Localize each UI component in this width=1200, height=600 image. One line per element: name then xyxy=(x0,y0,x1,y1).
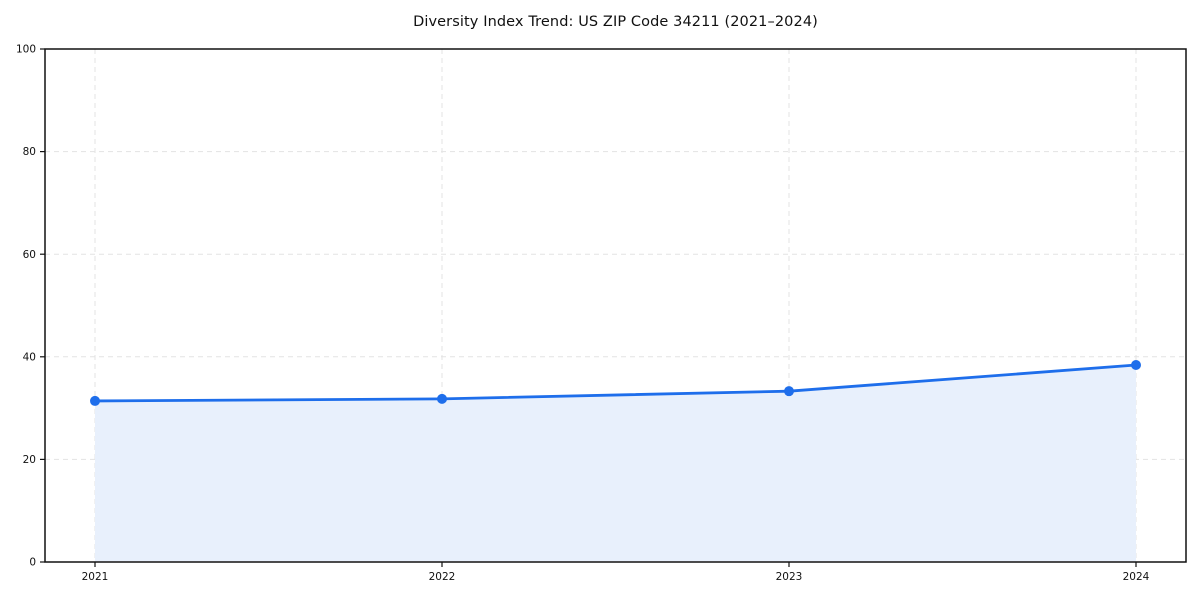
chart-title: Diversity Index Trend: US ZIP Code 34211… xyxy=(413,14,818,30)
x-tick-label: 2022 xyxy=(429,571,456,583)
data-point-2022 xyxy=(437,393,447,404)
x-tick-label: 2021 xyxy=(82,571,109,583)
data-point-2023 xyxy=(784,386,794,397)
data-point-2021 xyxy=(90,395,100,406)
data-point-2024 xyxy=(1131,360,1141,371)
y-tick-label: 40 xyxy=(23,351,36,363)
area-fill xyxy=(95,365,1136,562)
trend-line xyxy=(93,363,1138,403)
x-tick-label: 2024 xyxy=(1123,571,1150,583)
y-tick-label: 80 xyxy=(23,146,36,158)
x-tick-label: 2023 xyxy=(776,571,803,583)
y-tick-label: 20 xyxy=(23,454,36,466)
plot-border xyxy=(44,48,1187,563)
y-tick-label: 100 xyxy=(16,44,36,56)
y-tick-label: 60 xyxy=(23,249,36,261)
y-tick-label: 0 xyxy=(29,557,36,569)
